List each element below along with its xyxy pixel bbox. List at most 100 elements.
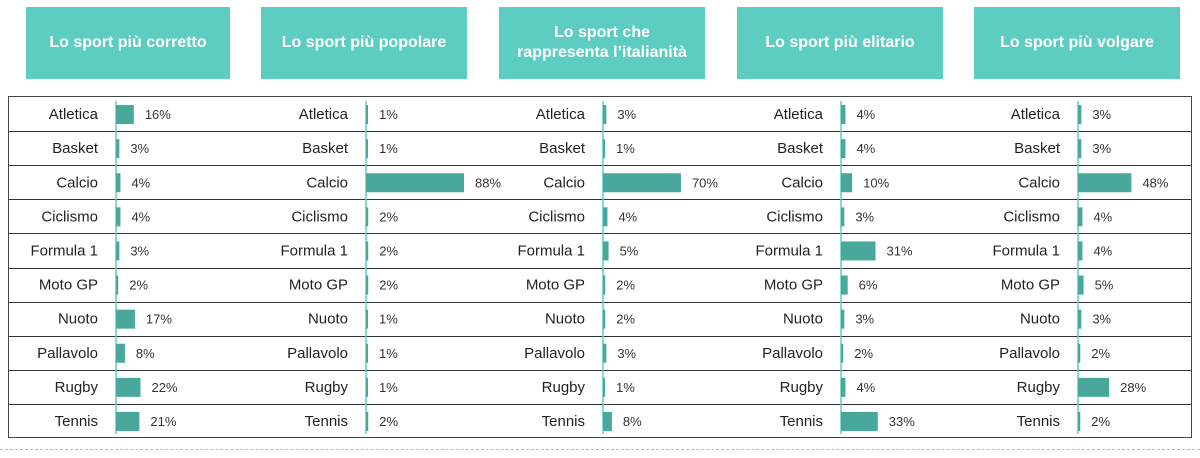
bar — [116, 275, 119, 295]
category-label: Moto GP — [289, 277, 348, 294]
category-label: Calcio — [543, 174, 585, 191]
category-label: Nuoto — [58, 311, 98, 328]
bar — [841, 377, 846, 397]
value-label: 48% — [1142, 175, 1168, 190]
bar — [366, 411, 369, 431]
category-label: Pallavolo — [287, 345, 348, 362]
panel-3: Atletica 4% Basket 4% Calcio 10% Ciclismo 3% For… — [755, 101, 915, 434]
value-label: 3% — [855, 209, 874, 224]
value-label: 4% — [131, 175, 150, 190]
value-label: 1% — [379, 312, 398, 327]
category-label: Pallavolo — [762, 345, 823, 362]
category-label: Ciclismo — [766, 208, 823, 225]
bar — [366, 309, 368, 329]
category-label: Calcio — [781, 174, 823, 191]
category-label: Atletica — [536, 106, 586, 123]
value-label: 1% — [616, 141, 635, 156]
category-label: Rugby — [305, 379, 349, 396]
bar — [366, 377, 368, 397]
bar — [603, 207, 608, 227]
value-label: 1% — [379, 107, 398, 122]
category-label: Tennis — [55, 413, 98, 430]
category-label: Formula 1 — [992, 242, 1060, 259]
bar — [116, 105, 134, 125]
category-label: Pallavolo — [524, 345, 585, 362]
value-label: 2% — [379, 209, 398, 224]
bar — [841, 275, 848, 295]
bar — [1078, 309, 1082, 329]
bar — [603, 377, 605, 397]
bar — [841, 343, 844, 363]
bar — [603, 309, 606, 329]
category-label: Rugby — [1017, 379, 1061, 396]
category-label: Formula 1 — [280, 242, 348, 259]
bar — [603, 173, 681, 193]
value-label: 4% — [856, 107, 875, 122]
value-label: 1% — [616, 380, 635, 395]
value-label: 3% — [130, 243, 149, 258]
value-label: 88% — [475, 175, 501, 190]
bar — [1078, 241, 1083, 261]
category-label: Ciclismo — [1003, 208, 1060, 225]
bar — [366, 105, 368, 125]
panel-title-elitario: Lo sport più elitario — [737, 7, 943, 79]
category-label: Basket — [1014, 140, 1061, 157]
panel-title-volgare: Lo sport più volgare — [974, 7, 1180, 79]
value-label: 3% — [855, 312, 874, 327]
panel-headers: Lo sport più corretto Lo sport più popol… — [0, 0, 1200, 90]
category-label: Pallavolo — [999, 345, 1060, 362]
value-label: 5% — [620, 243, 639, 258]
bar — [1078, 275, 1084, 295]
category-label: Atletica — [299, 106, 349, 123]
category-label: Pallavolo — [37, 345, 98, 362]
panel-title-italianita: Lo sport che rappresenta l’italianità — [499, 7, 705, 79]
value-label: 3% — [617, 346, 636, 361]
category-label: Moto GP — [526, 277, 585, 294]
value-label: 1% — [379, 141, 398, 156]
value-label: 3% — [1092, 141, 1111, 156]
value-label: 4% — [1093, 209, 1112, 224]
category-label: Nuoto — [783, 311, 823, 328]
value-label: 2% — [1091, 414, 1110, 429]
value-label: 17% — [146, 312, 172, 327]
value-label: 16% — [145, 107, 171, 122]
row-separator — [9, 233, 1191, 235]
bar — [1078, 105, 1082, 125]
category-label: Nuoto — [1020, 311, 1060, 328]
category-label: Calcio — [56, 174, 98, 191]
category-label: Rugby — [55, 379, 99, 396]
row-separator — [9, 301, 1191, 303]
row-separator — [9, 165, 1191, 167]
value-label: 2% — [379, 243, 398, 258]
value-label: 4% — [856, 141, 875, 156]
value-label: 1% — [379, 346, 398, 361]
bar — [116, 139, 120, 159]
value-label: 3% — [617, 107, 636, 122]
category-label: Tennis — [780, 413, 823, 430]
value-label: 2% — [616, 278, 635, 293]
category-label: Ciclismo — [41, 208, 98, 225]
value-label: 2% — [616, 312, 635, 327]
value-label: 4% — [618, 209, 637, 224]
category-label: Calcio — [1018, 174, 1060, 191]
bar — [841, 411, 878, 431]
bar — [366, 173, 464, 193]
bar — [603, 241, 609, 261]
category-label: Atletica — [774, 106, 824, 123]
category-label: Moto GP — [764, 277, 823, 294]
category-label: Moto GP — [1001, 277, 1060, 294]
value-label: 2% — [854, 346, 873, 361]
category-label: Tennis — [542, 413, 585, 430]
bar — [1078, 173, 1132, 193]
value-label: 4% — [856, 380, 875, 395]
row-separator — [9, 199, 1191, 201]
bar — [116, 377, 141, 397]
bar — [841, 173, 853, 193]
bar — [603, 275, 606, 295]
bar — [603, 411, 612, 431]
bar — [841, 207, 845, 227]
category-label: Tennis — [1017, 413, 1060, 430]
bar — [1078, 207, 1083, 227]
value-label: 4% — [1093, 243, 1112, 258]
category-label: Moto GP — [39, 277, 98, 294]
